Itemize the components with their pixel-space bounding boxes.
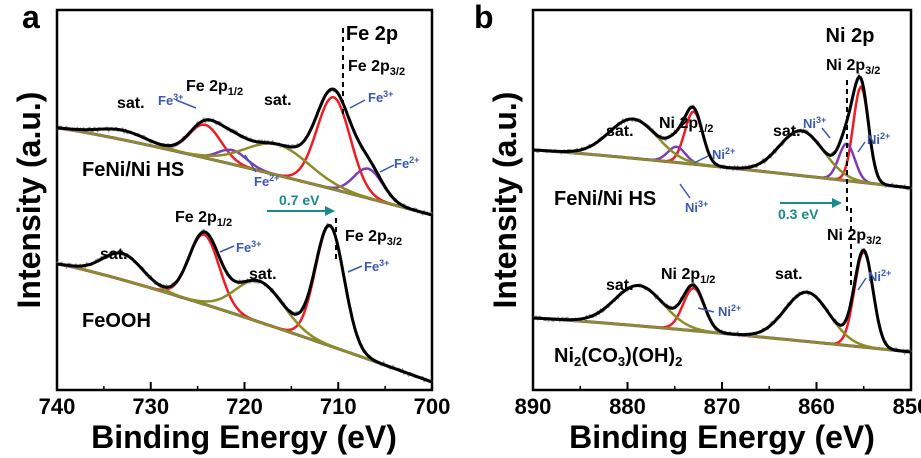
panel-a-shift-arrowhead [325, 206, 335, 216]
panel-a-ylabel: Intensity (a.u.) [11, 92, 47, 309]
panel-a-s1-fe2p32-label: Fe 2p3/2 [348, 58, 405, 78]
panel-b-s2-sat1-label: sat. [606, 277, 634, 294]
xtick-label: 740 [39, 394, 76, 419]
xtick-label: 870 [704, 394, 741, 419]
panel-a-fe2p: a Fe 2p 740 730 720 710 700 FeNi/Ni HS FeOOH… [22, 0, 450, 419]
panel-a-shift-label: 0.7 eV [279, 192, 320, 208]
panel-a-s2-sat1-label: sat. [100, 246, 128, 263]
panel-a-s2-fe2p12-label: Fe 2p1/2 [175, 209, 232, 229]
xtick-label: 850 [893, 394, 921, 419]
xtick-label: 880 [609, 394, 646, 419]
panel-b-shift-label: 0.3 eV [778, 206, 819, 222]
envelope-line [532, 74, 912, 190]
component-peak [532, 290, 912, 354]
panel-b-s2-sat2-label: sat. [775, 266, 803, 283]
panel-a-sample-1: FeNi/Ni HS [82, 159, 184, 181]
panel-a-sample-2: FeOOH [82, 310, 151, 332]
panel-a-pointer-3 [244, 154, 257, 173]
panel-a-xticks: 740 730 720 710 700 [39, 382, 451, 419]
panel-a-s1-fe2p12-label: Fe 2p1/2 [186, 78, 243, 98]
panel-b-ni2p: b Ni 2p 890 880 870 860 850 FeNi/Ni HS Ni2(C… [474, 0, 921, 419]
panel-b-sample-2: Ni2(CO3)(OH)2 [554, 345, 682, 369]
panel-a-pointer-6 [347, 265, 363, 273]
component-peak [532, 85, 912, 190]
envelope-line [56, 87, 433, 217]
panel-b-pointer-6 [857, 277, 867, 291]
panel-a-pointer-1 [175, 99, 197, 109]
panel-b-ylabel: Intensity (a.u.) [487, 92, 523, 309]
panel-b-s1-ni2p32-label: Ni 2p3/2 [826, 57, 880, 77]
panel-b-plot-area [532, 72, 912, 356]
panel-a-s2-fe3-label-1: Fe3+ [236, 239, 261, 255]
panel-b-s2-ni2p12-label: Ni 2p1/2 [661, 266, 715, 286]
panel-a-s1-fe2-label-1: Fe2+ [254, 173, 279, 189]
panel-b-pointer-4 [857, 141, 866, 153]
panel-b-s1-sat2-label: sat. [773, 123, 801, 140]
raw-data-line [532, 247, 912, 356]
component-peak [532, 250, 912, 354]
panel-a-s1-sat2-label: sat. [264, 92, 292, 109]
panel-a-plot-area [56, 28, 433, 384]
panel-a-s2-fe3-label-2: Fe3+ [364, 258, 389, 274]
xtick-label: 730 [132, 394, 169, 419]
panel-b-pointer-2 [679, 183, 691, 199]
panel-b-s2-ni2-label-1: Ni2+ [718, 303, 741, 319]
panel-b-s2-ni2-label-2: Ni2+ [868, 268, 891, 284]
panel-a-pointer-4 [379, 164, 395, 173]
panel-b-s1-ni2-label-1: Ni2+ [712, 146, 735, 162]
panel-b-s1-sat1-label: sat. [606, 123, 634, 140]
panel-a-s1-sat1-label: sat. [117, 95, 145, 112]
panel-b-xticks: 890 880 870 860 850 [515, 382, 921, 419]
panel-b-letter: b [474, 0, 494, 35]
envelope-line [56, 223, 433, 384]
panel-a-region-title: Fe 2p [346, 23, 398, 45]
panel-a-s2-sat2-label: sat. [249, 266, 277, 283]
panel-b-xlabel: Binding Energy (eV) [569, 419, 875, 455]
panel-a-xlabel: Binding Energy (eV) [91, 419, 397, 455]
panel-b-pointer-1 [693, 155, 709, 164]
panel-b-s1-ni2p12-label: Ni 2p1/2 [659, 115, 713, 135]
panel-a-pointer-5 [219, 245, 235, 253]
panel-b-s2-ni2p32-label: Ni 2p3/2 [827, 227, 881, 247]
panel-a-s2-fe2p32-label: Fe 2p3/2 [345, 228, 402, 248]
xtick-label: 890 [515, 394, 552, 419]
xtick-label: 720 [226, 394, 263, 419]
xtick-label: 710 [320, 394, 357, 419]
panel-b-s1-ni3-label-1: Ni3+ [685, 199, 708, 215]
xtick-label: 860 [798, 394, 835, 419]
panel-a-s1-fe3-label-1: Fe3+ [158, 92, 183, 108]
panel-b-sample-1: FeNi/Ni HS [554, 188, 656, 210]
panel-b-pointer-3 [821, 127, 831, 139]
panel-a-s1-fe2-label-2: Fe2+ [394, 155, 419, 171]
panel-b-s1-ni2-label-2: Ni2+ [867, 131, 890, 147]
panel-b-region-title: Ni 2p [826, 25, 875, 47]
envelope-line [532, 248, 912, 354]
panel-a-s1-fe3-label-2: Fe3+ [368, 89, 393, 105]
panel-b-pointer-5 [697, 307, 715, 313]
panel-a-letter: a [22, 0, 40, 35]
panel-a-pointer-2 [349, 99, 366, 109]
xtick-label: 700 [414, 394, 451, 419]
panel-b-shift-arrowhead [832, 198, 842, 208]
